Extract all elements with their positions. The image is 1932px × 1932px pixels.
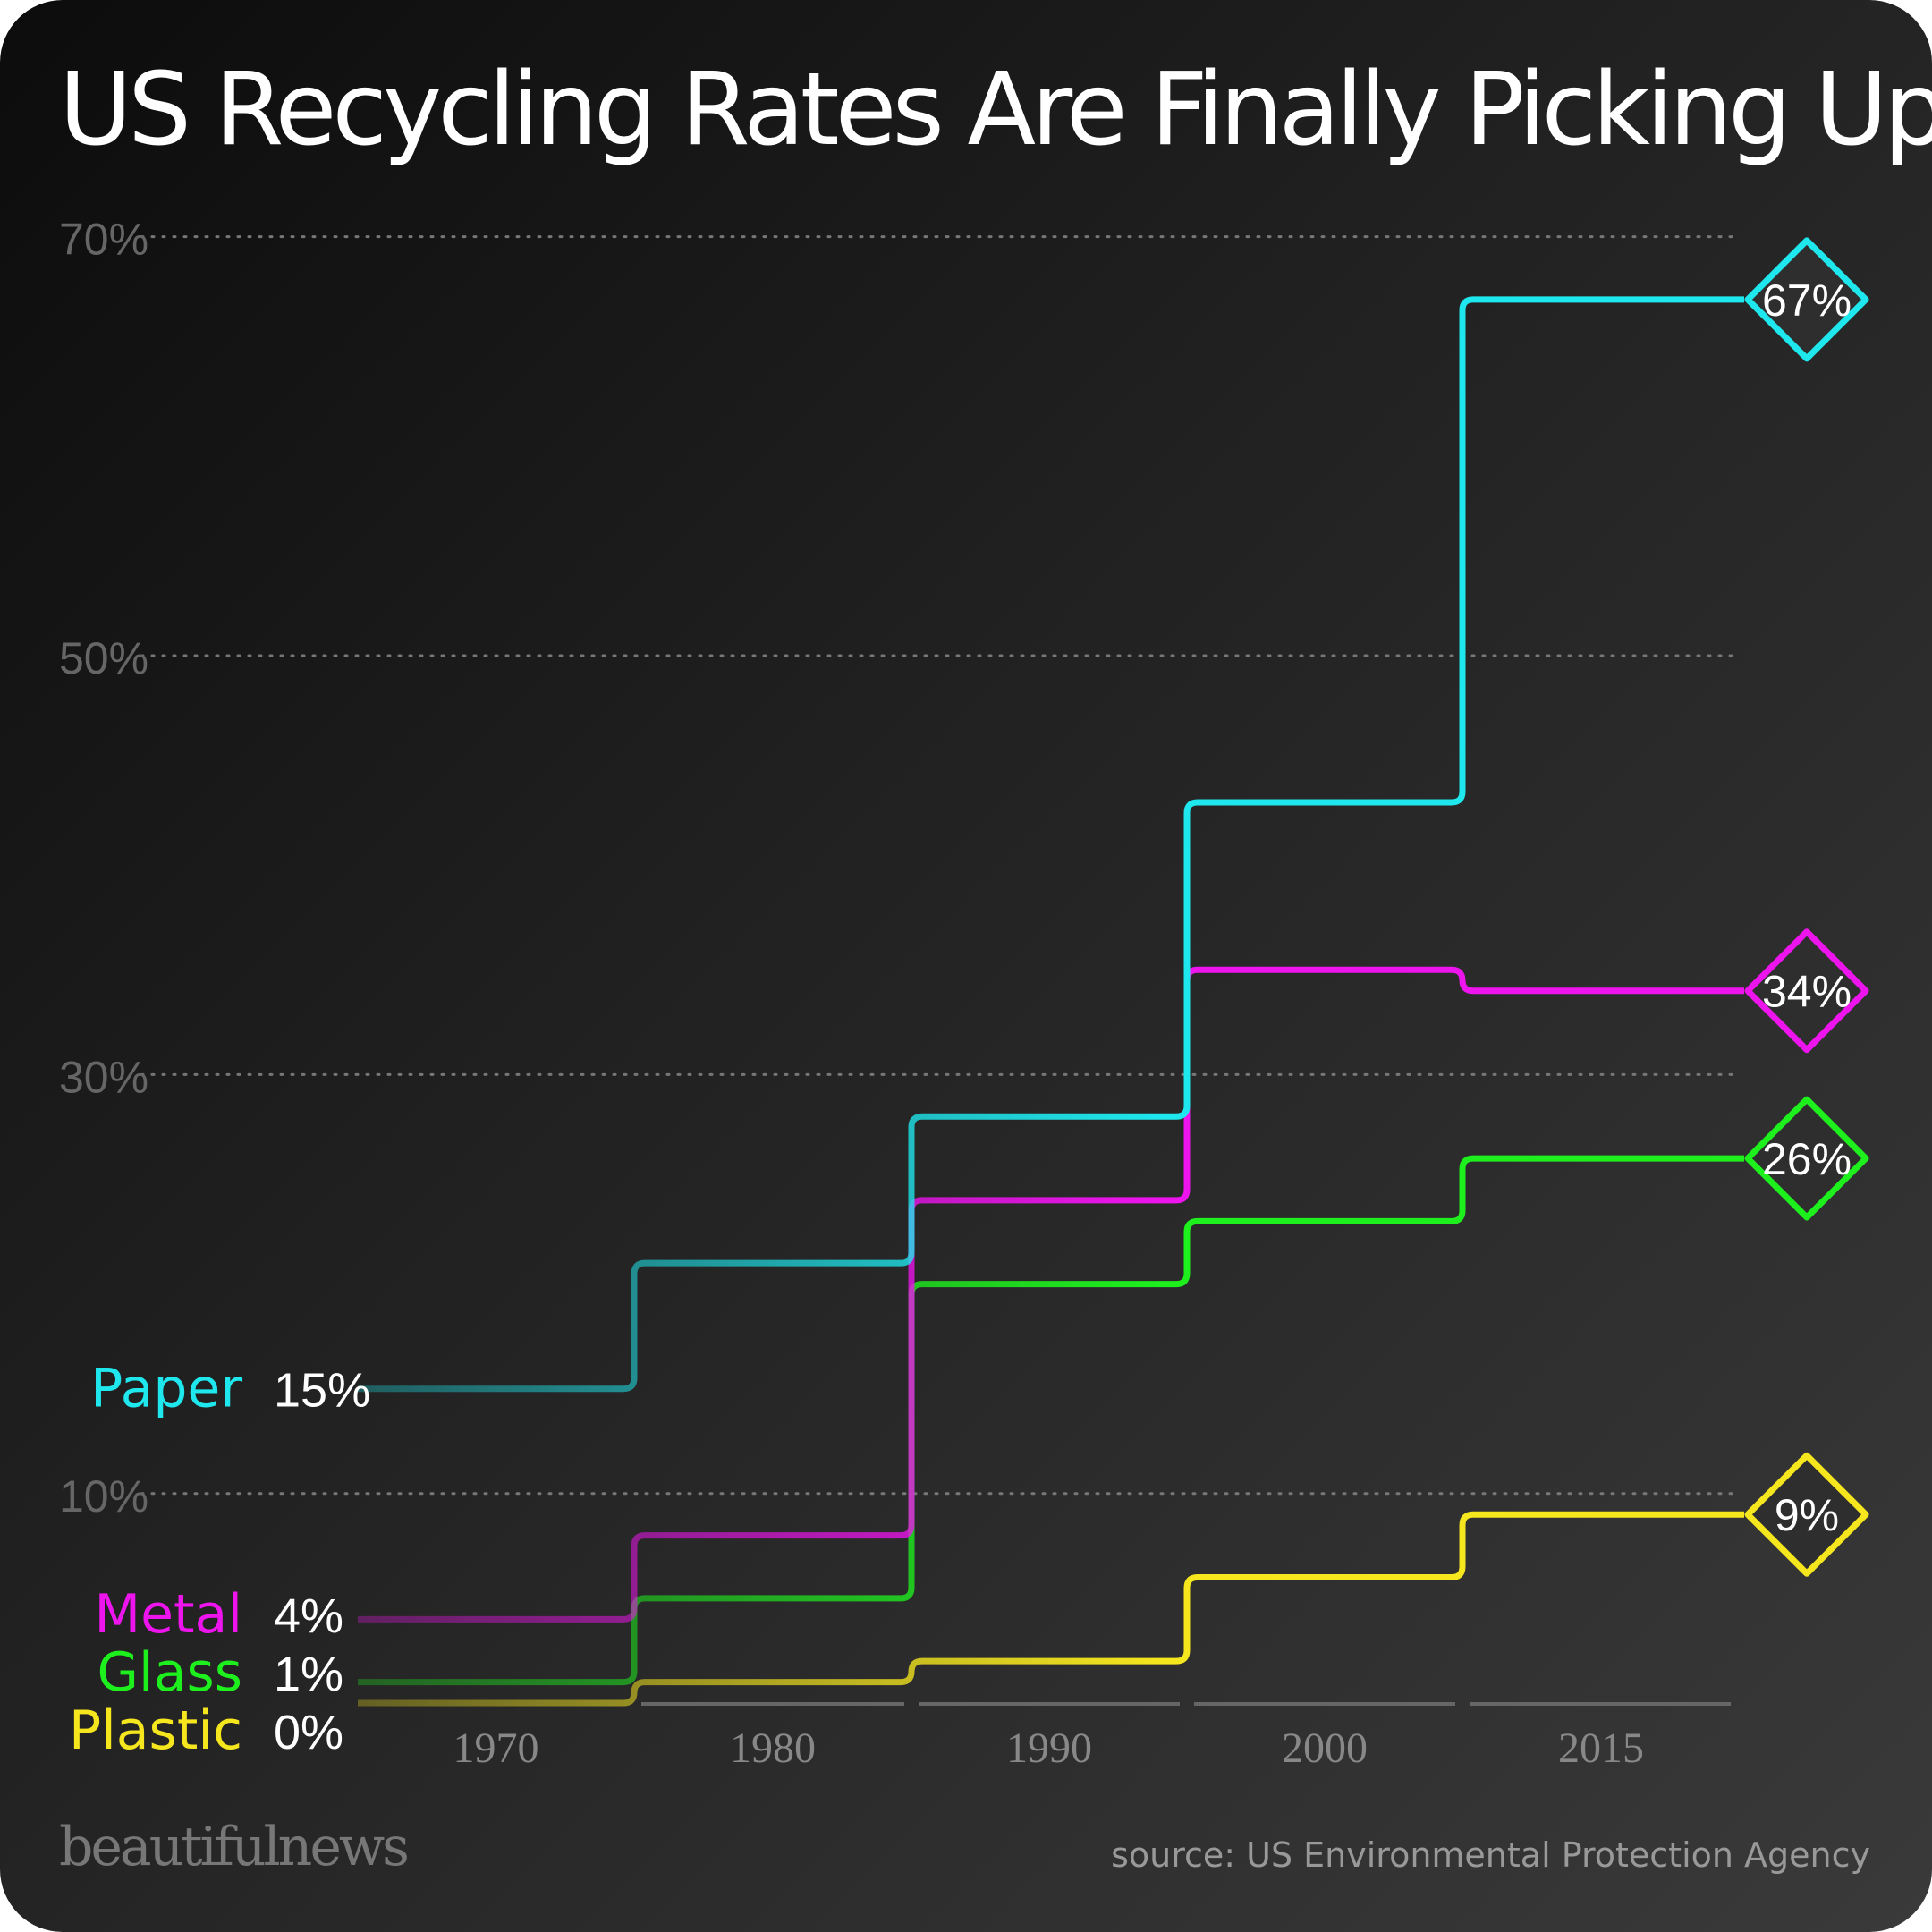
end-value-label: 9% [1775, 1490, 1839, 1540]
y-tick-label: 30% [59, 1052, 148, 1102]
x-tick-label: 1980 [730, 1724, 816, 1772]
series-name-label: Paper [90, 1358, 242, 1420]
source-note: source: US Environmental Protection Agen… [1111, 1835, 1870, 1875]
y-tick-label: 50% [59, 633, 148, 683]
brand-logo: beautifulnews [59, 1816, 410, 1878]
x-tick-label: 2000 [1282, 1724, 1368, 1772]
chart-title: US Recycling Rates Are Finally Picking U… [59, 52, 1932, 168]
end-value-badge [1744, 1452, 1869, 1577]
start-value-label: 1% [274, 1648, 343, 1701]
end-value-badge [1744, 928, 1869, 1054]
series-line-glass [358, 1155, 1744, 1686]
end-value-label: 34% [1762, 967, 1852, 1017]
series-name-label: Plastic [69, 1699, 242, 1762]
y-tick-label: 70% [59, 215, 148, 265]
end-value-badge [1744, 1096, 1869, 1221]
start-value-label: 4% [274, 1589, 343, 1643]
series-name-label: Metal [94, 1583, 242, 1646]
x-tick-label: 2015 [1558, 1724, 1644, 1772]
start-value-label: 0% [274, 1706, 343, 1759]
series-name-label: Glass [97, 1641, 242, 1704]
end-value-badge [1744, 237, 1869, 362]
end-value-label: 67% [1762, 275, 1852, 326]
series-line-plastic [358, 1511, 1744, 1707]
x-tick-label: 1970 [453, 1724, 539, 1772]
y-tick-label: 10% [59, 1471, 148, 1521]
x-tick-label: 1990 [1006, 1724, 1092, 1772]
series-line-paper [358, 296, 1744, 1393]
start-value-label: 15% [274, 1364, 370, 1418]
series-line-metal [358, 966, 1744, 1623]
end-value-label: 26% [1762, 1134, 1852, 1184]
